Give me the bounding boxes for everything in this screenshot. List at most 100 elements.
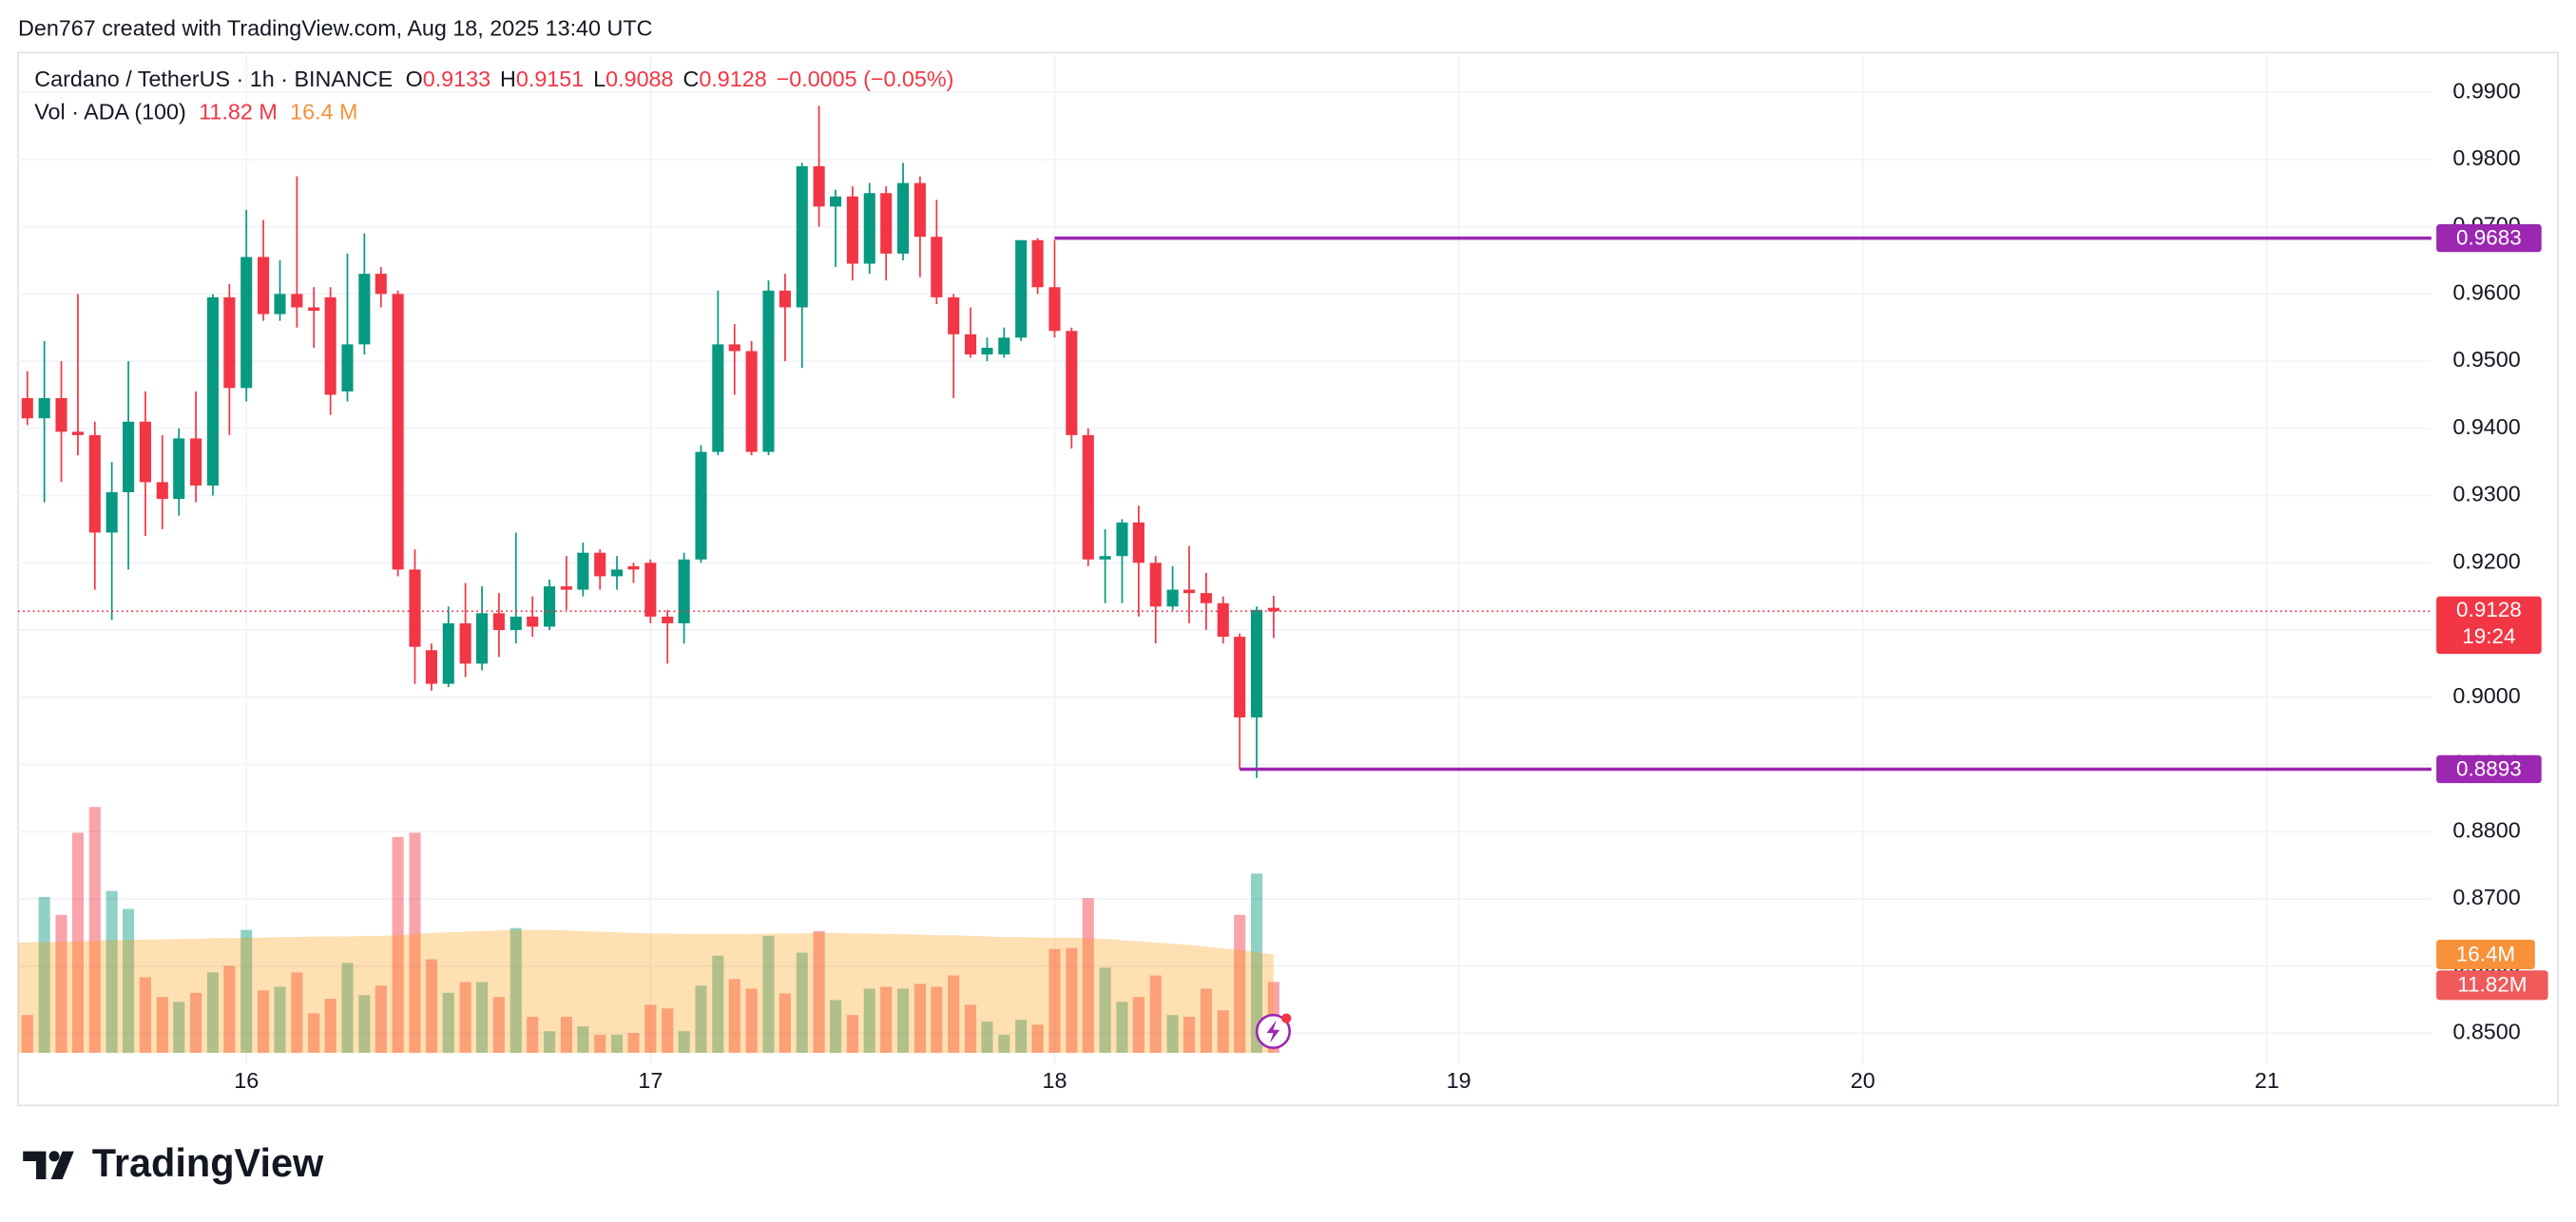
- volume-bar: [509, 927, 522, 1053]
- candle-body: [173, 438, 185, 500]
- volume-bar: [459, 982, 471, 1053]
- candle-body: [274, 294, 286, 315]
- candle-body: [796, 165, 808, 308]
- volume-bar: [662, 1008, 674, 1053]
- legend: Cardano / TetherUS · 1h · BINANCE O0.913…: [34, 67, 953, 91]
- volume-legend: Vol · ADA (100) 11.82 M 16.4 M: [34, 99, 357, 124]
- candle-body: [948, 296, 960, 334]
- candle-body: [1048, 287, 1061, 332]
- volume-bar: [492, 997, 505, 1053]
- candle-body: [1099, 556, 1111, 560]
- candle-body: [981, 347, 993, 354]
- volume-badge-label: 11.82M: [2457, 973, 2527, 997]
- icon-dot[interactable]: [1281, 1013, 1292, 1023]
- candle-body: [240, 257, 253, 389]
- volume-bar: [913, 983, 926, 1053]
- price-badge: [2436, 223, 2542, 253]
- logo-mark: [23, 1151, 47, 1179]
- candle-body: [106, 492, 118, 533]
- last-price-label: 0.9128: [2456, 598, 2522, 621]
- volume-bar: [779, 993, 791, 1053]
- volume-badge-label: 16.4M: [2456, 942, 2515, 965]
- candle-body: [863, 193, 875, 264]
- candle-body: [1200, 593, 1212, 603]
- volume-bar: [38, 896, 50, 1053]
- candle-body: [813, 165, 825, 207]
- y-tick-label: 0.9400: [2452, 414, 2520, 439]
- candle-body: [1166, 589, 1179, 607]
- candle-body: [425, 650, 437, 684]
- candle-body: [38, 397, 50, 419]
- candle-body: [745, 351, 758, 452]
- volume-bar: [560, 1017, 572, 1053]
- volume-bar: [55, 914, 67, 1053]
- candle-body: [779, 290, 791, 308]
- candle-body: [291, 294, 303, 308]
- volume-bar: [1066, 947, 1078, 1053]
- volume-bar: [863, 988, 875, 1053]
- volume-bar: [846, 1015, 858, 1053]
- volume-badge: [2436, 970, 2548, 1001]
- candle-body: [1250, 609, 1263, 717]
- y-tick-label: 0.9500: [2452, 347, 2520, 372]
- replay-icon[interactable]: [1255, 1013, 1292, 1050]
- x-tick-label: 19: [1447, 1068, 1471, 1093]
- volume-bar: [1234, 914, 1246, 1053]
- ohlc-key: C: [682, 67, 699, 91]
- x-tick-label: 18: [1043, 1068, 1067, 1093]
- candle-body: [88, 434, 101, 533]
- ohlc-value: 0.9151: [516, 67, 584, 91]
- volume-bar: [240, 929, 253, 1053]
- y-tick-label: 0.9800: [2452, 145, 2520, 170]
- volume-bar: [442, 992, 454, 1053]
- candle-body: [206, 296, 219, 486]
- x-tick-label: 17: [638, 1068, 663, 1093]
- candle-body: [611, 569, 624, 577]
- volume-bar: [948, 975, 960, 1053]
- volume-bar: [712, 955, 724, 1053]
- candle-body: [55, 397, 67, 432]
- grid: [18, 52, 2432, 1065]
- candle-body: [1116, 522, 1128, 557]
- y-tick-label: 0.9000: [2452, 683, 2520, 708]
- volume-bar: [1149, 975, 1162, 1053]
- candle-body: [409, 569, 421, 647]
- volume-bar: [1166, 1015, 1179, 1053]
- icon-bolt[interactable]: [1266, 1020, 1280, 1043]
- volume-bar: [1031, 1024, 1044, 1053]
- volume-bar: [1099, 967, 1111, 1053]
- candle-body: [965, 334, 977, 354]
- candle-body: [1217, 602, 1229, 638]
- ohlc-value: 0.9088: [606, 67, 673, 91]
- candle-body: [341, 344, 354, 391]
- logo: TradingView: [23, 1140, 324, 1185]
- volume-bar: [594, 1034, 606, 1053]
- candle-body: [459, 622, 471, 664]
- candle-body: [712, 344, 724, 452]
- y-tick-label: 0.9200: [2452, 548, 2520, 573]
- candle-body: [308, 307, 320, 312]
- y-tick-label: 0.9600: [2452, 279, 2520, 304]
- candle-body: [913, 182, 926, 238]
- candle-body: [544, 586, 556, 627]
- candle-body: [156, 482, 168, 500]
- volume-bar: [931, 986, 943, 1053]
- candle-body: [442, 622, 454, 684]
- candle-body: [695, 451, 707, 560]
- volume-ma-area: [18, 929, 1274, 1053]
- candle-body: [577, 552, 589, 590]
- volume-bar: [123, 908, 135, 1053]
- candle-body: [71, 431, 84, 435]
- volume-bar: [745, 988, 758, 1053]
- volume-bar: [1182, 1017, 1196, 1053]
- volume-bar: [308, 1013, 320, 1053]
- price-badge: [2436, 754, 2542, 784]
- candle-body: [594, 552, 606, 577]
- volume-bar: [139, 977, 151, 1053]
- volume-bar: [544, 1031, 556, 1053]
- volume-ma-value: 16.4 M: [290, 99, 357, 124]
- volume-bar: [830, 1000, 842, 1053]
- volume-bar: [173, 1002, 185, 1053]
- volume-badge: [2436, 939, 2535, 970]
